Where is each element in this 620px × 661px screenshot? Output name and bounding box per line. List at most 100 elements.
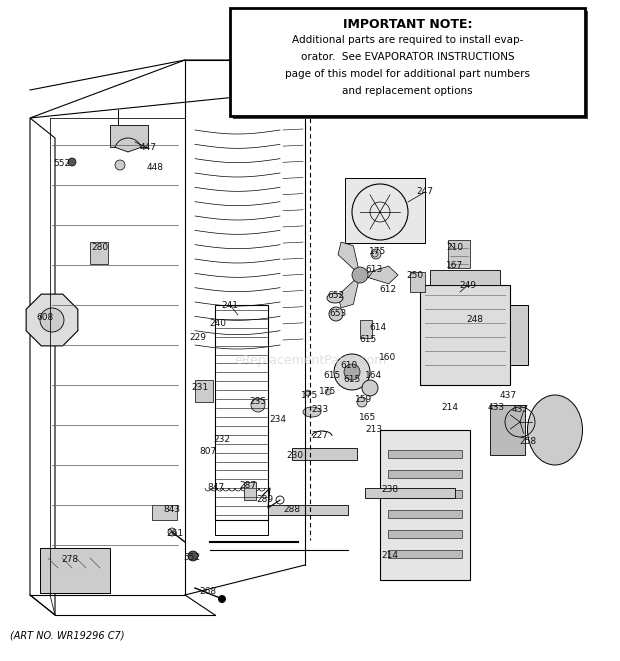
Circle shape [305, 390, 311, 396]
Text: 165: 165 [360, 414, 376, 422]
Ellipse shape [303, 407, 321, 417]
Text: 233: 233 [311, 405, 329, 414]
Text: 210: 210 [446, 243, 464, 253]
Text: 807: 807 [200, 447, 216, 457]
Text: 230: 230 [286, 451, 304, 459]
Text: 608: 608 [37, 313, 53, 323]
Text: 613: 613 [365, 266, 383, 274]
Ellipse shape [528, 395, 583, 465]
Bar [233, 11, 588, 119]
Bar [388, 510, 462, 518]
Circle shape [329, 307, 343, 321]
Text: 240: 240 [210, 319, 226, 327]
Circle shape [362, 380, 378, 396]
Bar [490, 405, 525, 455]
Bar [510, 305, 528, 365]
Text: 552: 552 [53, 159, 71, 167]
Circle shape [68, 158, 76, 166]
Text: 437: 437 [500, 391, 516, 401]
Text: IMPORTANT NOTE:: IMPORTANT NOTE: [343, 17, 472, 30]
Bar [110, 125, 148, 147]
Text: 433: 433 [487, 403, 505, 412]
Text: and replacement options: and replacement options [342, 86, 473, 96]
Circle shape [40, 308, 64, 332]
Circle shape [188, 551, 198, 561]
Text: (ART NO. WR19296 C7): (ART NO. WR19296 C7) [10, 630, 125, 640]
Text: 231: 231 [192, 383, 208, 393]
Polygon shape [338, 275, 360, 308]
Circle shape [251, 398, 265, 412]
Text: 213: 213 [365, 426, 383, 434]
Text: 437: 437 [512, 405, 529, 414]
Circle shape [218, 595, 226, 603]
Text: 280: 280 [91, 243, 108, 253]
Bar [448, 240, 470, 268]
Text: 288: 288 [283, 506, 301, 514]
Text: 610: 610 [340, 360, 358, 369]
Circle shape [372, 251, 378, 257]
Text: 238: 238 [381, 485, 399, 494]
Bar [230, 8, 585, 116]
Text: 167: 167 [446, 262, 464, 270]
Bar [388, 470, 462, 478]
Text: 652: 652 [327, 292, 345, 301]
Text: 241: 241 [221, 301, 239, 309]
Circle shape [352, 267, 368, 283]
Bar [365, 488, 455, 498]
Bar [420, 285, 510, 385]
Text: 250: 250 [407, 272, 423, 280]
Text: 614: 614 [370, 323, 386, 332]
Circle shape [334, 354, 370, 390]
Circle shape [325, 389, 331, 395]
Bar [360, 320, 372, 338]
Text: 289: 289 [257, 496, 273, 504]
Polygon shape [360, 266, 398, 284]
Text: 214: 214 [381, 551, 399, 559]
Text: 615: 615 [324, 371, 340, 379]
Circle shape [168, 528, 176, 536]
Polygon shape [338, 242, 360, 275]
Text: 175: 175 [370, 247, 387, 256]
Text: 175: 175 [319, 387, 337, 397]
Text: 248: 248 [466, 315, 484, 325]
Text: 268: 268 [200, 588, 216, 596]
Bar [430, 270, 500, 285]
Circle shape [344, 364, 360, 380]
Bar [40, 548, 110, 593]
Text: 247: 247 [417, 188, 433, 196]
Bar [215, 305, 268, 520]
Bar [388, 490, 462, 498]
Bar [152, 505, 177, 520]
Text: 552: 552 [184, 553, 200, 563]
Text: Additional parts are required to install evap-: Additional parts are required to install… [292, 35, 523, 45]
Bar [90, 242, 108, 264]
Bar [244, 482, 256, 500]
Text: 287: 287 [239, 481, 257, 490]
Text: 447: 447 [140, 143, 156, 153]
Text: 258: 258 [520, 438, 536, 446]
Text: 615: 615 [360, 336, 376, 344]
Text: 227: 227 [311, 430, 329, 440]
Bar [388, 550, 462, 558]
Circle shape [115, 160, 125, 170]
Bar [292, 448, 357, 460]
Text: 843: 843 [164, 506, 180, 514]
Text: 164: 164 [365, 371, 383, 379]
Text: 653: 653 [329, 309, 347, 317]
Wedge shape [115, 138, 141, 152]
Text: 234: 234 [270, 416, 286, 424]
Text: 235: 235 [249, 397, 267, 407]
Bar [410, 272, 425, 292]
Text: 448: 448 [146, 163, 164, 173]
Text: 229: 229 [190, 334, 206, 342]
Text: orator.  See EVAPORATOR INSTRUCTIONS: orator. See EVAPORATOR INSTRUCTIONS [301, 52, 515, 62]
Text: 847: 847 [208, 483, 224, 492]
Bar [195, 380, 213, 402]
Text: page of this model for additional part numbers: page of this model for additional part n… [285, 69, 530, 79]
Circle shape [371, 249, 381, 259]
Ellipse shape [327, 293, 343, 303]
Text: 612: 612 [379, 286, 397, 295]
Text: 232: 232 [213, 436, 231, 444]
Circle shape [357, 397, 367, 407]
Bar [345, 178, 425, 243]
